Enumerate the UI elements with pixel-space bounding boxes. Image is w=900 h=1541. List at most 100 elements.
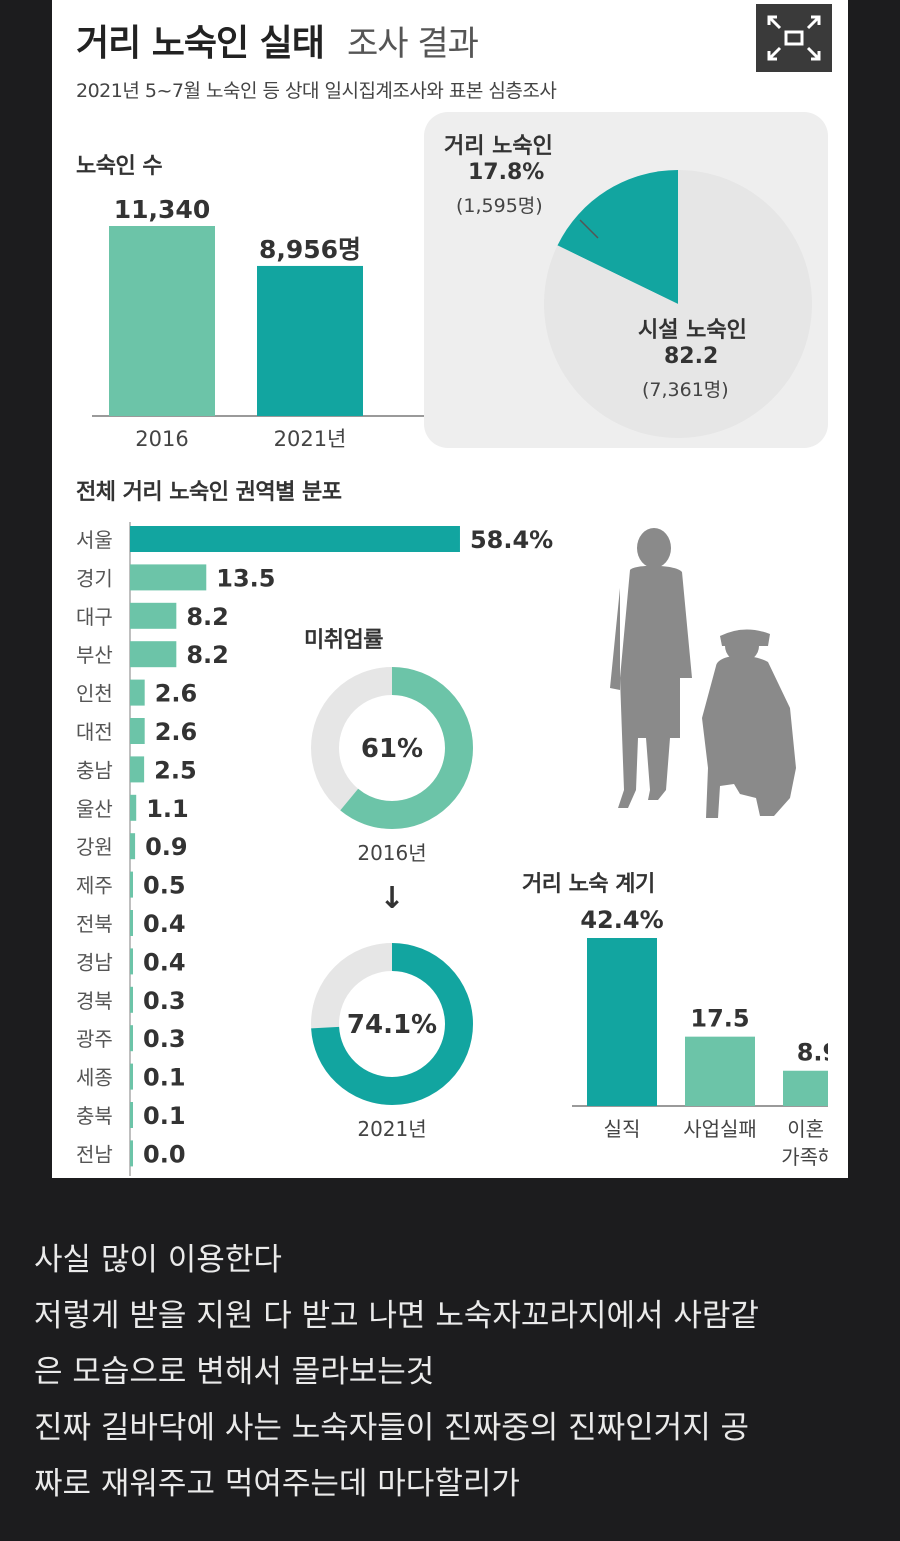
bar [130, 986, 133, 1013]
bar-value-label: 0.3 [143, 987, 186, 1015]
bar [130, 910, 133, 936]
bar [130, 641, 177, 668]
y-tick-label: 울산 [76, 797, 113, 821]
pie-count-facility: (7,361명) [642, 379, 729, 401]
y-tick-label: 전남 [76, 1142, 113, 1166]
bar-value-label: 0.5 [143, 872, 186, 900]
x-tick-label: 사업실패 [683, 1117, 757, 1141]
y-tick-label: 충북 [76, 1104, 113, 1128]
comment-line: 진짜 길바닥에 사는 노숙자들이 진짜중의 진짜인거지 공 [34, 1410, 750, 1446]
x-tick-label: 이혼 및 [787, 1117, 828, 1141]
bar [685, 1036, 755, 1106]
bar-value-label: 2.5 [154, 756, 197, 784]
count-bar-chart: 11,340 2016 8,956명 2021년 [92, 195, 444, 451]
bar [130, 564, 207, 591]
pie-label-facility: 시설 노숙인 [638, 318, 747, 343]
page-subtitle: 2021년 5~7월 노숙인 등 상대 일시집계조사와 표본 심층조사 [76, 80, 557, 102]
expand-icon [767, 15, 821, 61]
comment-line: 짜로 재워주고 먹여주는데 마다할리가 [34, 1466, 520, 1502]
page-title-suffix: 조사 결과 [347, 24, 479, 64]
bar-value-label: 42.4% [580, 906, 663, 934]
homeless-pie-chart [544, 170, 812, 438]
bar-value-label: 8.2 [186, 641, 229, 669]
y-tick-label: 전북 [76, 912, 113, 936]
bar-value-label: 58.4% [470, 526, 553, 554]
donut-year-label: 2021년 [357, 1117, 426, 1141]
bar [130, 526, 460, 552]
bar-value-label: 1.1 [146, 795, 189, 823]
bar-value-label: 0.9 [145, 833, 188, 861]
donut-year-label: 2016년 [357, 841, 426, 865]
bar [130, 756, 145, 783]
pie-value-facility: 82.2 [664, 344, 719, 369]
unemployment-donut-chart: 61% 2016년 74.1% 2021년 ↓ [311, 667, 473, 1141]
y-tick-label: 경북 [76, 989, 113, 1013]
expand-button[interactable] [756, 4, 832, 72]
donut-arc [311, 667, 473, 829]
donut-arc [311, 943, 473, 1105]
y-tick-label: 부산 [76, 643, 113, 667]
cause-bar-chart: 42.4% 실직 17.5 사업실패 8.9 이혼 및가족해체 [572, 906, 828, 1169]
cause-chart-title: 거리 노숙 계기 [522, 872, 655, 897]
x-tick-label: 2016 [135, 427, 188, 451]
region-chart-title: 전체 거리 노숙인 권역별 분포 [76, 480, 342, 505]
bar [130, 871, 133, 898]
bar [783, 1070, 828, 1106]
comment-line: 사실 많이 이용한다 [34, 1242, 282, 1278]
bar [130, 1063, 133, 1090]
bar [130, 718, 145, 744]
bar [130, 948, 133, 975]
x-tick-label: 가족해체 [781, 1145, 828, 1169]
y-tick-label: 서울 [76, 528, 113, 552]
bar-value-label: 11,340 [114, 195, 210, 224]
bar-value-label: 0.1 [143, 1064, 186, 1092]
y-tick-label: 경기 [76, 566, 113, 590]
pie-leader-line [579, 219, 599, 239]
bar [257, 265, 363, 416]
pie-count-street: (1,595명) [456, 195, 543, 217]
bar [130, 1025, 133, 1052]
region-bar-chart: 서울 58.4% 경기 13.5 대구 8.2 부산 8.2 인천 2.6 대전 2.6 충남 2.5 울산… [76, 522, 553, 1176]
bar-value-label: 8.9 [797, 1039, 828, 1067]
y-tick-label: 충남 [76, 758, 113, 782]
pie-slice [557, 170, 678, 304]
bar [130, 833, 136, 860]
y-tick-label: 인천 [76, 682, 113, 706]
y-tick-label: 대전 [76, 720, 113, 744]
bar-value-label: 13.5 [216, 564, 275, 592]
bar-value-label: 0.4 [143, 948, 186, 976]
infographic-card: 거리 노숙인 실태 조사 결과 2021년 5~7월 노숙인 등 상대 일시집계… [52, 0, 848, 1178]
unemployment-chart-title: 미취업률 [304, 628, 383, 653]
bar-value-label: 0.3 [143, 1025, 186, 1053]
y-tick-label: 경남 [76, 950, 113, 974]
bar [130, 602, 177, 629]
pie-slice [544, 170, 812, 438]
bar [130, 1140, 133, 1167]
comment-line: 은 모습으로 변해서 몰라보는것 [34, 1354, 435, 1390]
pie-value-street: 17.8% [468, 160, 545, 185]
x-tick-label: 실직 [604, 1117, 641, 1141]
comment-text: 사실 많이 이용한다 저렇게 받을 지원 다 받고 나면 노숙자꼬라지에서 사람… [34, 1232, 874, 1512]
x-tick-label: 2021년 [274, 427, 347, 451]
bar-value-label: 0.4 [143, 910, 186, 938]
pie-label-street: 거리 노숙인 [444, 134, 553, 159]
bar-value-label: 0.0 [143, 1140, 186, 1168]
bar [587, 938, 657, 1106]
bar-value-label: 17.5 [690, 1005, 749, 1033]
bar [130, 794, 137, 821]
donut-value-label: 61% [361, 734, 423, 764]
page-title: 거리 노숙인 실태 [76, 23, 325, 64]
arrow-down-icon: ↓ [379, 881, 404, 916]
donut-value-label: 74.1% [347, 1010, 437, 1040]
y-tick-label: 대구 [76, 605, 113, 629]
y-tick-label: 제주 [76, 874, 113, 898]
bar-value-label: 8,956명 [259, 235, 361, 264]
bar-value-label: 2.6 [155, 680, 198, 708]
y-tick-label: 강원 [76, 835, 113, 859]
comment-line: 저렇게 받을 지원 다 받고 나면 노숙자꼬라지에서 사람같 [34, 1298, 759, 1334]
homeless-silhouette-icon [610, 528, 796, 818]
bar [109, 226, 215, 416]
count-chart-title: 노숙인 수 [76, 154, 163, 179]
y-tick-label: 세종 [76, 1066, 113, 1090]
bar [130, 679, 145, 706]
